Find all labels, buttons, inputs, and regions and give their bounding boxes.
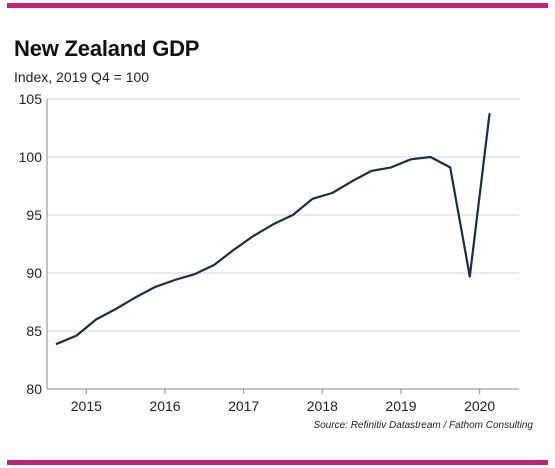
x-tick-label-2020: 2020: [464, 398, 495, 414]
y-axis-ticks: 80 85 90 95 100 105: [19, 91, 43, 397]
x-tick-label-2015: 2015: [71, 398, 102, 414]
x-tick-label-2016: 2016: [149, 398, 180, 414]
series-line-0: [55, 113, 491, 345]
chart-title: New Zealand GDP: [14, 36, 200, 61]
x-tick-label-2019: 2019: [385, 398, 416, 414]
source-note: Source: Refinitiv Datastream / Fathom Co…: [313, 420, 533, 431]
gridlines: [47, 98, 519, 332]
y-tick-label-95: 95: [26, 207, 42, 223]
axes: [46, 99, 519, 394]
bottom-accent-rule: [7, 460, 548, 465]
y-tick-label-105: 105: [19, 91, 43, 107]
y-tick-label-100: 100: [19, 149, 43, 165]
y-tick-label-90: 90: [26, 265, 42, 281]
y-tick-label-85: 85: [26, 323, 42, 339]
x-tick-label-2018: 2018: [307, 398, 338, 414]
top-accent-rule: [7, 3, 548, 8]
chart-subtitle: Index, 2019 Q4 = 100: [14, 69, 150, 85]
x-tick-label-2017: 2017: [228, 398, 259, 414]
x-axis-ticks: 2015 2016 2017 2018 2019 2020: [71, 398, 496, 414]
y-tick-label-80: 80: [26, 381, 42, 397]
series-group: [55, 113, 491, 345]
